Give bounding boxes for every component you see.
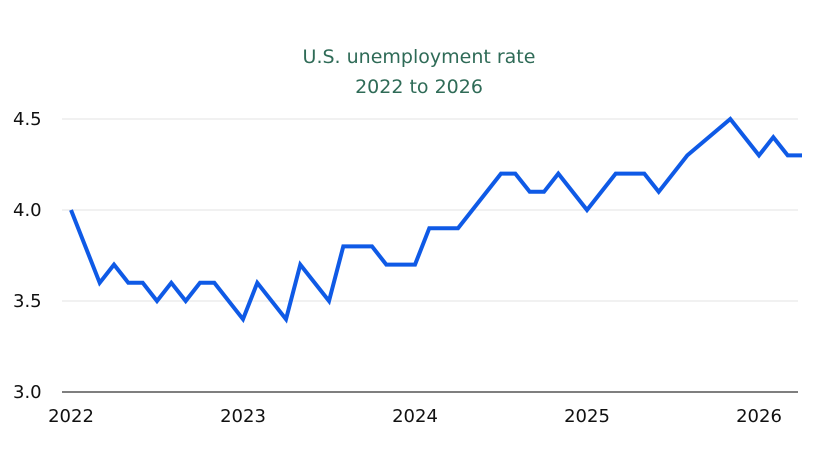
chart-title: U.S. unemployment rate [303,46,536,68]
data-point [657,190,661,194]
data-point [98,281,102,285]
data-point [614,172,618,176]
data-point [456,226,460,230]
data-point [69,208,73,212]
data-point [284,317,288,321]
data-point [542,190,546,194]
data-point [327,299,331,303]
data-point [155,299,159,303]
data-point [169,281,173,285]
x-tick-label: 2022 [48,406,94,427]
data-point [341,244,345,248]
data-point [685,153,689,157]
data-point [112,263,116,267]
data-point [585,208,589,212]
x-tick-label: 2026 [736,406,782,427]
x-tick-label: 2025 [564,406,610,427]
gridlines [62,118,798,393]
data-point [728,117,732,121]
data-point [384,263,388,267]
data-point [427,226,431,230]
data-point [556,172,560,176]
y-tick-label: 4.5 [13,109,42,130]
x-tick-label: 2023 [220,406,266,427]
y-tick-label: 3.0 [13,382,42,403]
data-point [255,281,259,285]
data-point [212,281,216,285]
data-point [198,281,202,285]
data-point [757,153,761,157]
data-point [370,244,374,248]
data-point [241,317,245,321]
chart-subtitle: 2022 to 2026 [355,76,483,98]
data-point [513,172,517,176]
data-point [141,281,145,285]
data-point [499,172,503,176]
data-point [126,281,130,285]
y-tick-label: 4.0 [13,200,42,221]
data-point [528,190,532,194]
data-point [800,153,804,157]
y-tick-labels: 3.0 3.5 4.0 4.5 [13,109,42,403]
series-line [69,116,802,324]
x-tick-labels: 2022 2023 2024 2025 2026 [48,406,782,427]
data-point [642,172,646,176]
data-point [184,299,188,303]
x-tick-label: 2024 [392,406,438,427]
data-point [771,135,775,139]
y-tick-label: 3.5 [13,291,42,312]
data-point [413,263,417,267]
data-point [298,263,302,267]
data-point [786,153,790,157]
series-layer [69,116,804,324]
